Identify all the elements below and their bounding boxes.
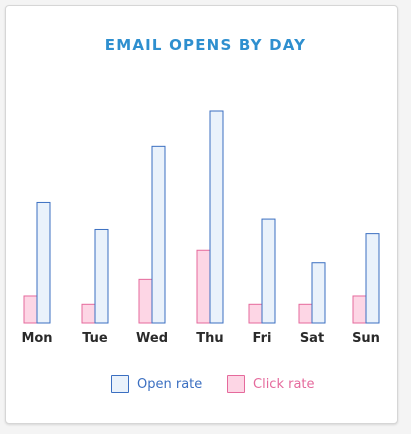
bar-click-rate-mon	[23, 295, 38, 324]
bar-open-rate-thu	[209, 110, 224, 324]
chart-legend: Open rate Click rate	[0, 372, 411, 396]
bar-open-rate-tue	[94, 228, 109, 324]
x-tick-label-sun: Sun	[352, 331, 380, 346]
bar-click-rate-wed	[138, 278, 153, 324]
bar-open-rate-sat	[311, 262, 326, 324]
bar-open-rate-wed	[151, 145, 166, 324]
x-tick-label-thu: Thu	[196, 331, 223, 346]
bar-click-rate-tue	[81, 303, 96, 324]
bar-open-rate-sun	[365, 233, 380, 324]
legend-label-open-rate: Open rate	[137, 376, 203, 392]
x-tick-label-fri: Fri	[253, 331, 272, 346]
bar-click-rate-fri	[248, 303, 263, 324]
x-tick-label-tue: Tue	[82, 331, 108, 346]
bar-click-rate-thu	[196, 249, 211, 324]
x-tick-label-sat: Sat	[300, 331, 324, 346]
bar-click-rate-sat	[298, 303, 313, 324]
legend-swatch-click-rate	[227, 375, 245, 393]
chart-card	[5, 5, 398, 424]
bar-open-rate-fri	[261, 218, 276, 324]
chart-title: EMAIL OPENS BY DAY	[104, 36, 307, 54]
bar-open-rate-mon	[36, 201, 51, 324]
legend-item-open-rate: Open rate	[111, 372, 202, 396]
legend-swatch-open-rate	[111, 375, 129, 393]
x-tick-label-wed: Wed	[136, 331, 168, 346]
legend-label-click-rate: Click rate	[253, 376, 315, 392]
bar-click-rate-sun	[352, 295, 367, 324]
legend-item-click-rate: Click rate	[227, 372, 315, 396]
x-tick-label-mon: Mon	[21, 331, 52, 346]
